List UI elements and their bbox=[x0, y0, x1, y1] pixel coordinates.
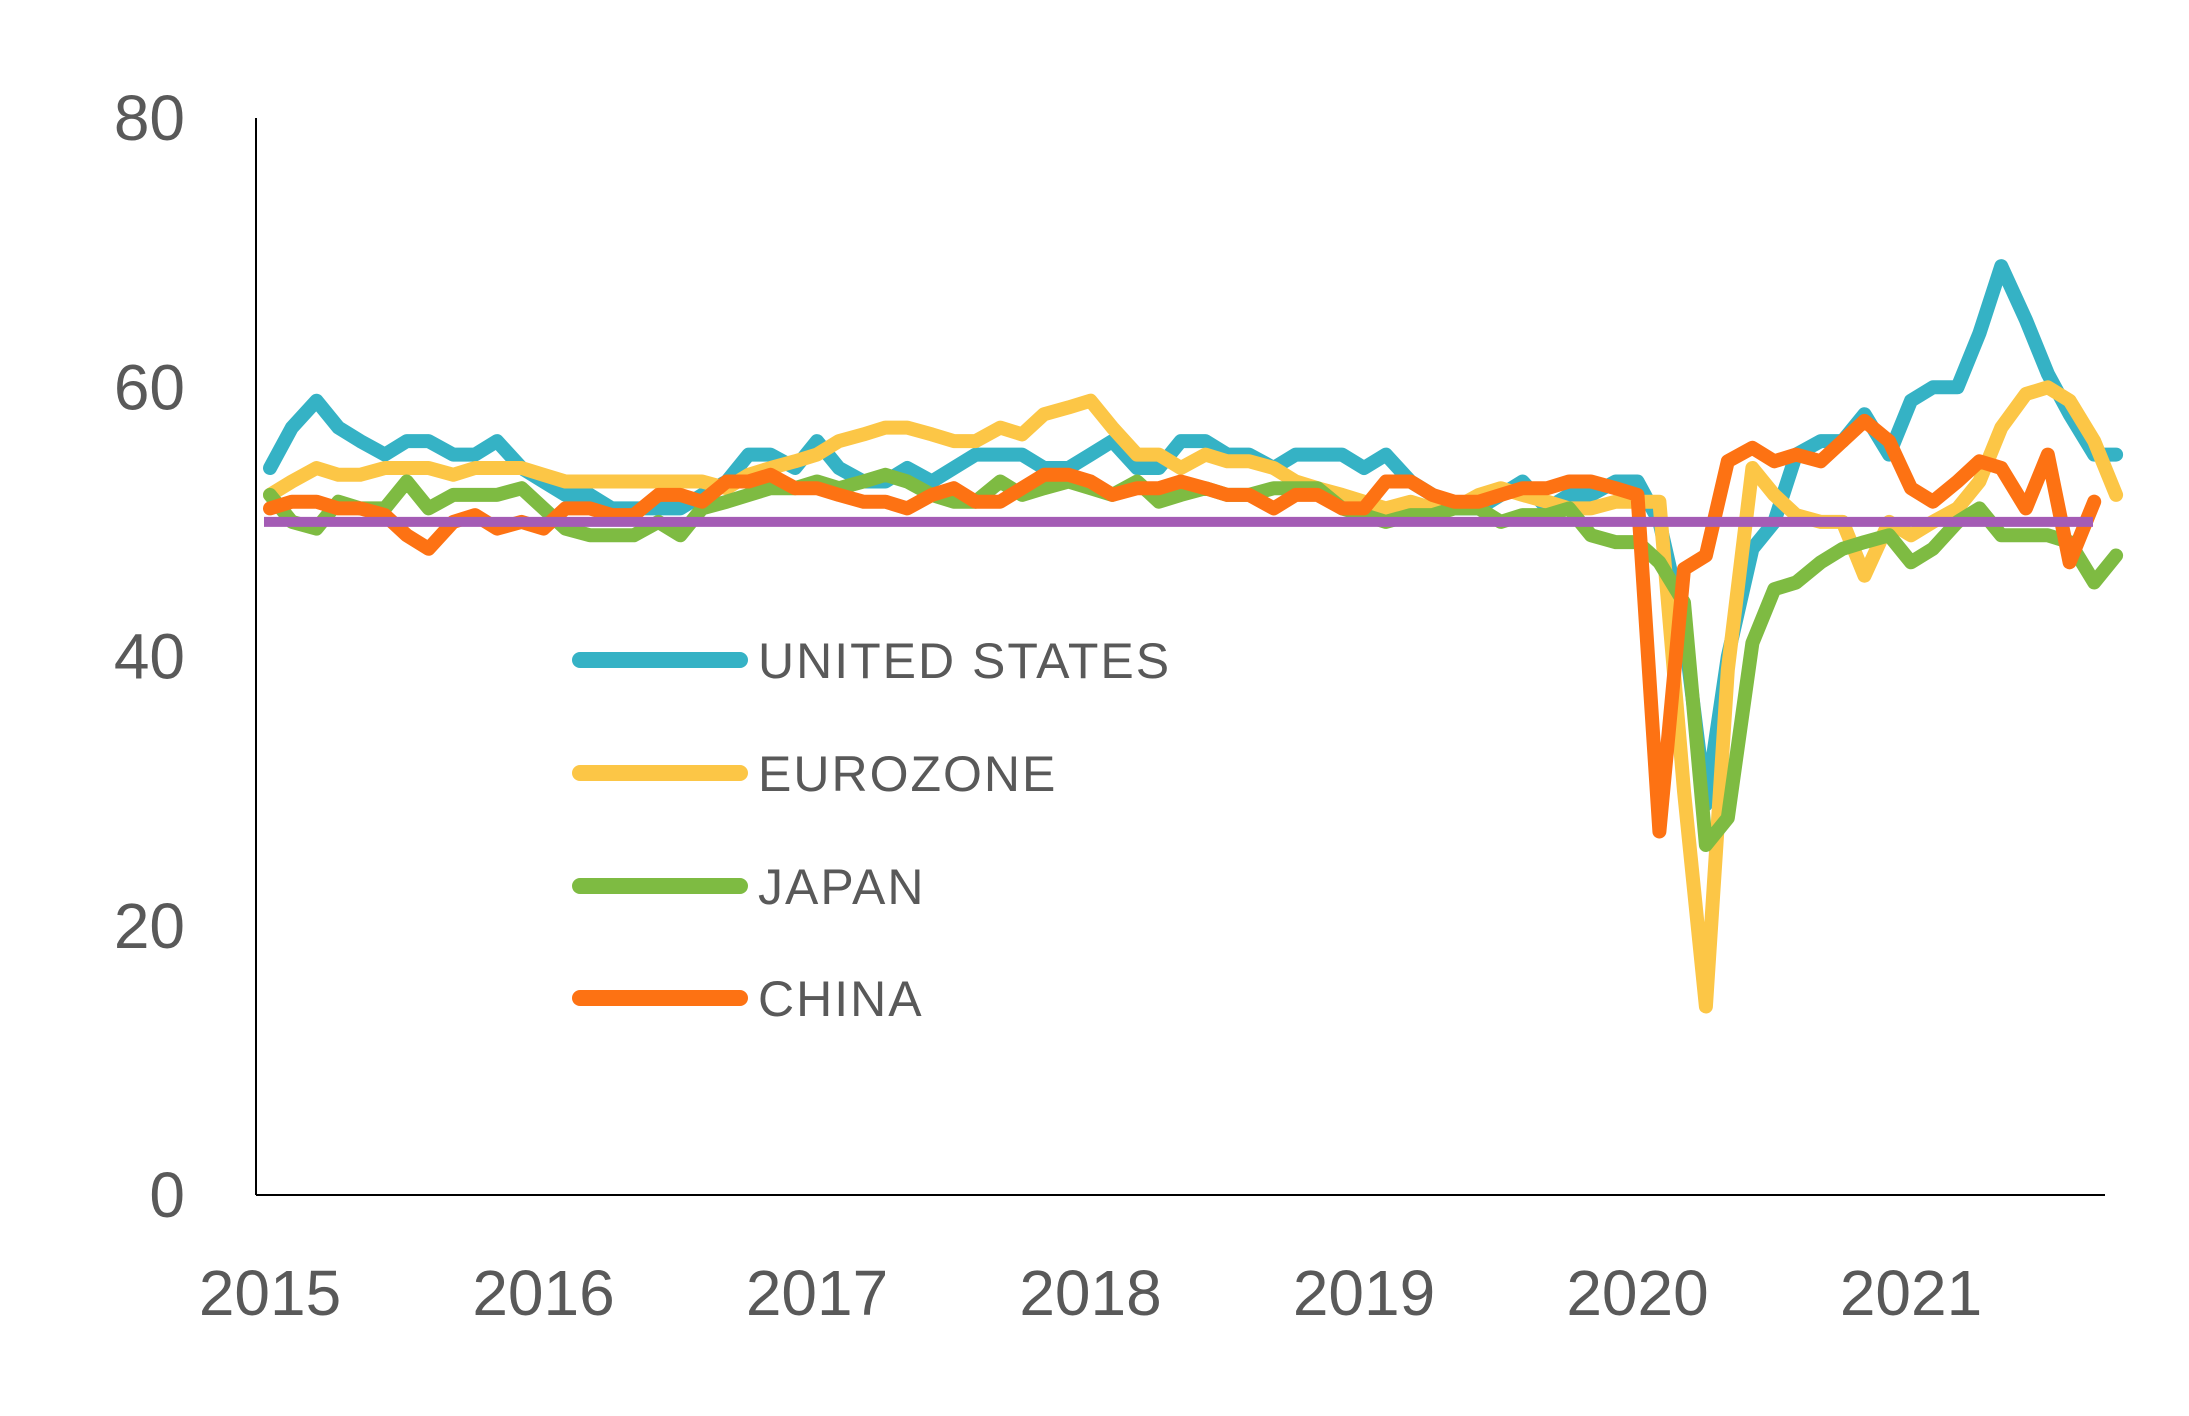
y-tick-label: 80 bbox=[114, 82, 185, 154]
series-lines bbox=[263, 259, 2124, 1014]
x-tick-label: 2019 bbox=[1293, 1257, 1435, 1329]
series-line-china bbox=[263, 413, 2102, 839]
axes bbox=[255, 118, 2105, 1196]
legend-label: UNITED STATES bbox=[758, 633, 1171, 689]
x-tick-label: 2021 bbox=[1840, 1257, 1982, 1329]
legend-label: CHINA bbox=[758, 971, 924, 1027]
x-tick-labels: 2015 2016 2017 2018 2019 2020 2021 bbox=[199, 1257, 1982, 1329]
x-tick-label: 2018 bbox=[1019, 1257, 1161, 1329]
x-tick-label: 2016 bbox=[472, 1257, 614, 1329]
y-tick-label: 0 bbox=[149, 1159, 185, 1231]
x-tick-label: 2017 bbox=[746, 1257, 888, 1329]
y-tick-labels: 0 20 40 60 80 bbox=[114, 82, 185, 1231]
x-tick-label: 2015 bbox=[199, 1257, 341, 1329]
series-line-united-states bbox=[263, 259, 2124, 812]
legend-label: JAPAN bbox=[758, 859, 925, 915]
legend: UNITED STATES EUROZONE JAPAN CHINA bbox=[572, 633, 1171, 1027]
y-tick-label: 20 bbox=[114, 890, 185, 962]
legend-label: EUROZONE bbox=[758, 746, 1057, 802]
y-tick-label: 40 bbox=[114, 621, 185, 693]
y-tick-label: 60 bbox=[114, 351, 185, 423]
x-tick-label: 2020 bbox=[1566, 1257, 1708, 1329]
